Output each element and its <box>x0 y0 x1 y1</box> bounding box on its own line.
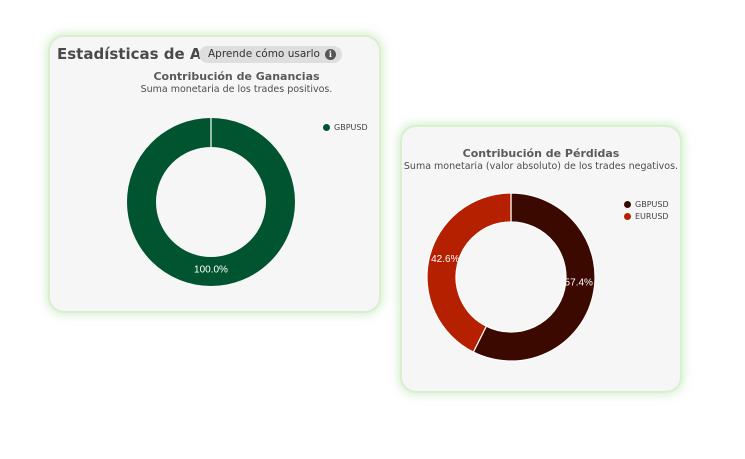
learn-how-button[interactable]: Aprende cómo usarlo i <box>199 46 342 63</box>
donut-slice-eurusd[interactable] <box>426 192 512 353</box>
legend-item[interactable]: EURUSD <box>624 210 669 222</box>
losses-chart-title: Contribución de Pérdidas <box>462 147 620 160</box>
gains-card: Estadísticas de Activo Aprende cómo usar… <box>50 37 379 311</box>
gains-chart-title: Contribución de Ganancias <box>153 70 320 83</box>
legend-label: GBPUSD <box>635 199 669 209</box>
slice-value-label: 42.6% <box>431 254 459 265</box>
legend-item[interactable]: GBPUSD <box>624 198 669 210</box>
gains-legend: GBPUSD <box>323 121 368 133</box>
legend-swatch <box>624 200 631 208</box>
legend-swatch <box>624 212 631 220</box>
legend-label: EURUSD <box>635 211 669 221</box>
losses-donut-chart: 57.4% 42.6% <box>426 192 596 362</box>
losses-chart-subtitle: Suma monetaria (valor absoluto) de los t… <box>403 161 679 172</box>
legend-swatch <box>323 123 330 131</box>
slice-value-label: 57.4% <box>565 278 593 289</box>
losses-card: Contribución de Pérdidas Suma monetaria … <box>402 127 680 391</box>
legend-label: GBPUSD <box>334 122 368 132</box>
info-icon: i <box>324 49 336 60</box>
donut-slice-gbpusd[interactable] <box>472 192 596 362</box>
panel-title: Estadísticas de Activo <box>57 45 243 63</box>
slice-value-label: 100.0% <box>194 265 228 276</box>
losses-legend: GBPUSD EURUSD <box>624 198 669 222</box>
gains-chart-subtitle: Suma monetaria de los trades positivos. <box>140 84 333 95</box>
legend-item[interactable]: GBPUSD <box>323 121 368 133</box>
gains-donut-chart: 100.0% <box>127 118 295 286</box>
learn-how-label: Aprende cómo usarlo <box>208 48 320 60</box>
donut-slice-gbpusd[interactable] <box>127 118 295 286</box>
